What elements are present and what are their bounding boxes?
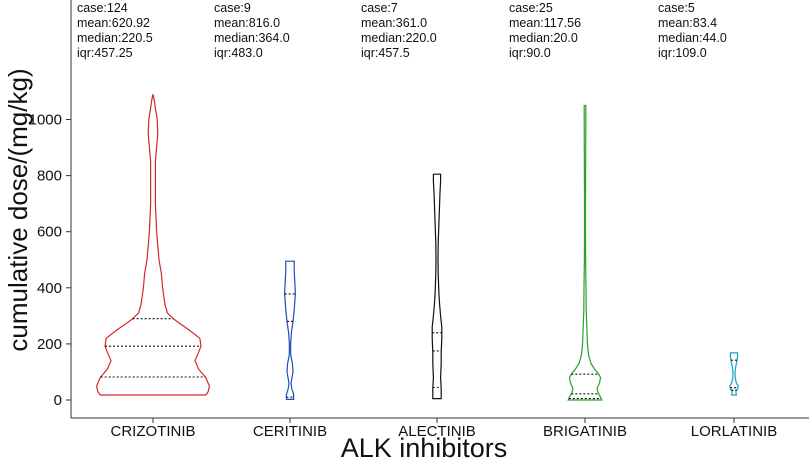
stat-line: mean:816.0 — [214, 16, 280, 30]
y-tick-label: 200 — [37, 336, 62, 353]
y-axis-title: cumulative dose/(mg/kg) — [3, 68, 33, 351]
stat-line: iqr:483.0 — [214, 46, 263, 60]
violin-crizotinib — [95, 94, 211, 396]
stat-annotations: case:124mean:620.92median:220.5iqr:457.2… — [77, 1, 727, 60]
violins — [95, 94, 739, 401]
x-axis-title: ALK inhibitors — [341, 433, 508, 461]
y-tick-label: 600 — [37, 224, 62, 241]
stat-line: case:7 — [361, 1, 398, 15]
stat-line: median:364.0 — [214, 31, 290, 45]
violin-brigatinib — [567, 104, 603, 401]
violin-lorlatinib — [729, 352, 739, 396]
stat-line: case:124 — [77, 1, 128, 15]
stat-line: median:220.5 — [77, 31, 153, 45]
stat-line: iqr:457.25 — [77, 46, 133, 60]
x-tick-label: CRIZOTINIB — [111, 423, 196, 440]
y-ticks: 0 200 400 600 800 1000 — [29, 112, 71, 409]
stat-line: case:25 — [509, 1, 553, 15]
stat-line: case:5 — [658, 1, 695, 15]
stat-line: median:220.0 — [361, 31, 437, 45]
y-tick-label: 800 — [37, 168, 62, 185]
stat-line: mean:361.0 — [361, 16, 427, 30]
stat-line: iqr:109.0 — [658, 46, 707, 60]
y-tick-label: 400 — [37, 280, 62, 297]
stat-line: mean:83.4 — [658, 16, 717, 30]
violin-ceritinib — [283, 260, 297, 400]
y-tick-label: 0 — [54, 392, 62, 409]
stat-line: iqr:90.0 — [509, 46, 551, 60]
x-tick-label: CERITINIB — [253, 423, 327, 440]
x-tick-label: ALECTINIB — [398, 423, 476, 440]
y-tick-label: 1000 — [29, 112, 62, 129]
stat-line: median:20.0 — [509, 31, 578, 45]
stat-line: iqr:457.5 — [361, 46, 410, 60]
stat-line: median:44.0 — [658, 31, 727, 45]
stat-line: mean:117.56 — [509, 16, 581, 30]
stat-line: mean:620.92 — [77, 16, 150, 30]
plot-area — [70, 0, 809, 419]
x-tick-label: LORLATINIB — [691, 423, 777, 440]
stat-line: case:9 — [214, 1, 251, 15]
x-tick-label: BRIGATINIB — [543, 423, 627, 440]
x-ticks: CRIZOTINIB CERITINIB ALECTINIB BRIGATINIB LO… — [111, 418, 777, 440]
violin-alectinib — [431, 173, 443, 400]
